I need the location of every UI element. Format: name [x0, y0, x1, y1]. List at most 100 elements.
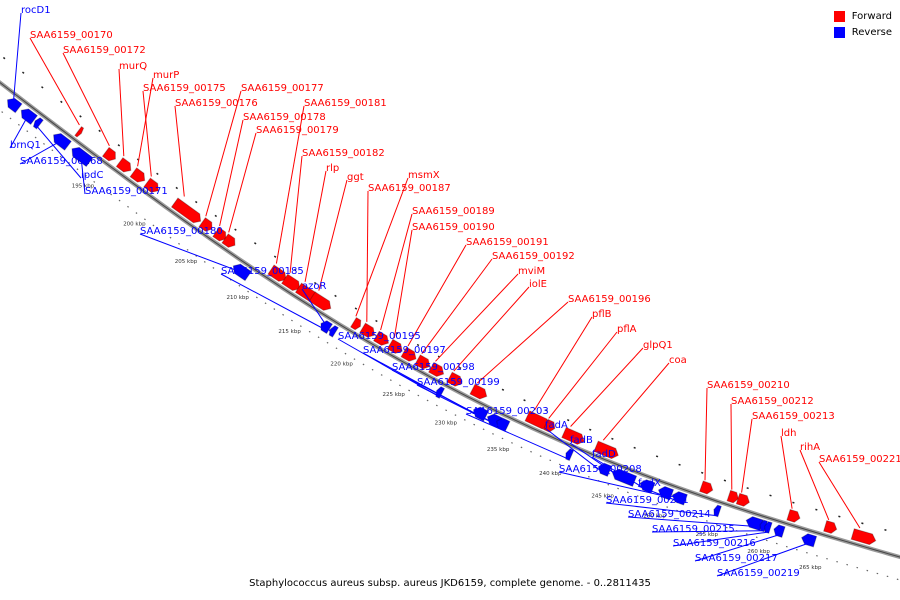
leader-fadx [637, 485, 679, 502]
tick-label-3: 205 kbp [175, 259, 198, 265]
forward-gene-saa6159-00196-arrow [469, 383, 488, 400]
gene-label-brnq1: brnQ1 [10, 140, 41, 151]
leader-saa6159-00219 [716, 543, 808, 577]
tick-label-14: 260 kbp [747, 549, 770, 555]
forward-gene-msmx-arrow [349, 316, 362, 331]
gene-label-coa: coa [669, 355, 687, 366]
gene-label-saa6159-00210: SAA6159_00210 [707, 380, 790, 391]
gene-label-murp: murP [153, 70, 179, 81]
reverse-gene-saa6159-00214 [745, 516, 764, 532]
forward-gene-saa6159-00190-arrow [386, 338, 403, 354]
map-caption: Staphylococcus aureus subsp. aureus JKD6… [249, 578, 651, 589]
gene-label-fadx: fadX [638, 478, 661, 489]
leader-saa6159-00168 [19, 140, 62, 165]
gene-label-saa6159-00213: SAA6159_00213 [752, 411, 835, 422]
forward-gene-ggt-arrow [308, 291, 332, 311]
leader-iole [453, 286, 530, 372]
reverse-gene-saa6159-00214-arrow [745, 516, 764, 532]
gene-label-saa6159-00168: SAA6159_00168 [20, 156, 103, 167]
backbone-core [0, 81, 900, 558]
forward-gene-glpq1 [561, 426, 585, 445]
leader-pfla [548, 331, 618, 419]
forward-gene-saa6159-00176-arrow [170, 197, 202, 224]
reverse-gene-saa6159-00211-arrow [713, 504, 722, 518]
forward-gene-saa6159-00178-arrow [212, 226, 227, 242]
leader-saa6159-00176 [174, 105, 185, 197]
forward-gene-saa6159-00212 [726, 489, 739, 504]
gene-label-fada: fadA [545, 420, 568, 431]
gene-label-mvim: mviM [518, 266, 545, 277]
reverse-gene-saa6159-00211 [713, 504, 722, 518]
forward-gene-saa6159-00179 [221, 233, 236, 248]
leader-saa6159-00221 [818, 461, 861, 529]
gene-label-saa6159-00179: SAA6159_00179 [256, 125, 339, 136]
leader-saa6159-00215 [651, 530, 763, 533]
tick-label-15: 265 kbp [799, 565, 822, 571]
leader-saa6159-00216 [672, 531, 768, 547]
gene-label-saa6159-00175: SAA6159_00175 [143, 83, 226, 94]
gene-label-saa6159-00214: SAA6159_00214 [628, 509, 711, 520]
legend-label-forward: Forward [851, 10, 892, 22]
forward-gene-saa6159-00176 [170, 197, 202, 224]
leader-saa6159-00199 [416, 384, 502, 428]
leader-glpq1 [570, 347, 644, 427]
leader-saa6159-00192 [421, 258, 493, 354]
leader-saa6159-00178 [219, 119, 244, 227]
gene-label-saa6159-00171: SAA6159_00171 [85, 186, 168, 197]
forward-gene-saa6159-00187 [359, 322, 376, 338]
legend: Forward Reverse [833, 8, 892, 40]
leader-saa6159-00210 [704, 387, 708, 481]
forward-gene-riha-arrow [823, 520, 838, 534]
leader-saa6159-00191 [407, 244, 467, 347]
tick-label-12: 250 kbp [644, 514, 667, 520]
tick-label-9: 235 kbp [487, 447, 510, 453]
forward-gene-mvim-arrow [427, 361, 445, 378]
leader-saa6159-00175 [142, 90, 152, 177]
gene-label-murq: murQ [119, 61, 147, 72]
reverse-gene-saa6159-00203 [565, 448, 575, 462]
forward-gene-saa6159-00170 [74, 125, 85, 138]
leader-saa6159-00195 [337, 338, 440, 398]
leader-riha [799, 449, 830, 521]
forward-gene-saa6159-00187-arrow [359, 322, 376, 338]
forward-gene-saa6159-00182-arrow [280, 273, 301, 292]
leader-saa6159-00182 [289, 155, 303, 273]
leader-saa6159-00212 [730, 403, 733, 490]
forward-gene-murp-arrow [129, 167, 146, 183]
forward-gene-saa6159-00221-arrow [850, 528, 877, 546]
backbone [0, 80, 900, 560]
forward-gene-saa6159-00182 [280, 273, 301, 292]
leader-saa6159-00172 [62, 52, 110, 147]
leader-rlp [304, 170, 327, 282]
leader-brnq1 [9, 116, 29, 149]
gene-label-rocd1: rocD1 [21, 5, 51, 16]
forward-gene-saa6159-00210 [698, 480, 714, 495]
gene-label-saa6159-00192: SAA6159_00192 [492, 251, 575, 262]
forward-gene-msmx [349, 316, 362, 331]
leader-azor [301, 288, 334, 336]
forward-gene-murq [115, 156, 132, 173]
legend-label-reverse: Reverse [851, 26, 892, 38]
forward-gene-saa6159-00181 [267, 264, 287, 282]
forward-gene-iole-arrow [446, 371, 463, 387]
leader-fada [544, 427, 604, 474]
gene-label-saa6159-00198: SAA6159_00198 [392, 362, 475, 373]
gene-label-fadd: fadD [592, 449, 616, 460]
forward-gene-saa6159-00178 [212, 226, 227, 242]
forward-gene-murp [129, 167, 146, 183]
forward-gene-saa6159-00177-arrow [198, 217, 213, 232]
tick-label-2: 200 kbp [123, 222, 146, 228]
gene-label-ipdc: ipdC [81, 170, 103, 181]
gene-label-saa6159-00185: SAA6159_00185 [221, 266, 304, 277]
forward-gene-saa6159-00189-arrow [372, 330, 390, 346]
tick-label-7: 225 kbp [383, 392, 406, 398]
gene-label-saa6159-00212: SAA6159_00212 [731, 396, 814, 407]
leader-saa6159-00185 [220, 273, 326, 330]
forward-gene-saa6159-00191-arrow [400, 346, 417, 362]
gene-label-azor: azoR [302, 281, 326, 292]
reverse-gene-saa6159-00185-arrow [320, 320, 334, 335]
leader-saa6159-00171 [80, 154, 86, 195]
leader-mvim [435, 273, 519, 362]
reverse-gene-saa6159-00180-arrow [232, 263, 252, 282]
leader-saa6159-00214 [627, 516, 753, 527]
